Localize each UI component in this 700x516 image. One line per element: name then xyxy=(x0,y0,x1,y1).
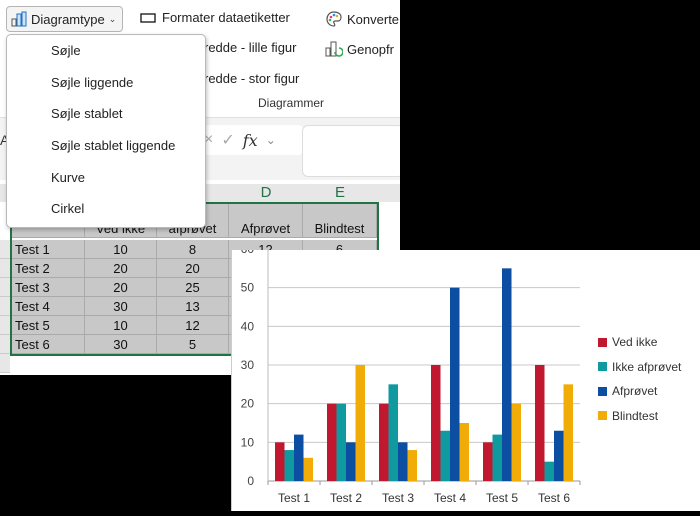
chevron-down-icon: ⌄ xyxy=(108,13,117,24)
row-number[interactable] xyxy=(0,259,10,278)
svg-text:50: 50 xyxy=(241,281,255,295)
chevron-down-icon[interactable]: ⌄ xyxy=(265,133,276,147)
table-cell[interactable]: 10 xyxy=(85,240,157,259)
svg-text:Test 3: Test 3 xyxy=(382,491,414,505)
legend-swatch-icon xyxy=(598,337,607,347)
table-cell[interactable]: Test 4 xyxy=(12,297,85,316)
menu-item-cirkel[interactable]: Cirkel xyxy=(51,201,85,217)
table-cell[interactable]: Test 5 xyxy=(12,316,85,335)
table-cell[interactable]: Test 2 xyxy=(12,259,85,278)
legend-item[interactable]: Ved ikke xyxy=(598,330,681,355)
format-labels-button[interactable]: Formater dataetiketter xyxy=(140,10,290,25)
table-cell[interactable]: 30 xyxy=(85,335,157,354)
table-cell[interactable]: 25 xyxy=(157,278,229,297)
legend-item[interactable]: Afprøvet xyxy=(598,379,681,404)
svg-text:40: 40 xyxy=(241,319,255,333)
menu-item-soejle-stablet-liggende[interactable]: Søjle stablet liggende xyxy=(51,138,176,154)
row-number[interactable] xyxy=(0,354,10,373)
svg-text:Test 4: Test 4 xyxy=(434,491,466,505)
palette-icon xyxy=(326,11,342,27)
menu-item-kurve[interactable]: Kurve xyxy=(51,169,85,185)
row-number[interactable] xyxy=(0,278,10,297)
table-cell[interactable]: Test 6 xyxy=(12,335,85,354)
svg-text:30: 30 xyxy=(241,358,255,372)
table-cell[interactable]: 20 xyxy=(85,278,157,297)
table-cell[interactable]: 20 xyxy=(85,259,157,278)
svg-text:Test 6: Test 6 xyxy=(538,491,570,505)
row-number[interactable] xyxy=(0,240,10,259)
legend-label: Ikke afprøvet xyxy=(612,359,682,374)
menu-item-soejle-liggende[interactable]: Søjle liggende xyxy=(51,74,134,90)
legend-label: Blindtest xyxy=(612,408,659,423)
row-number[interactable] xyxy=(0,335,10,354)
confirm-icon[interactable]: ✓ xyxy=(221,132,235,149)
formula-input[interactable] xyxy=(302,125,400,177)
refresh-button[interactable]: Genopfr xyxy=(325,40,394,58)
svg-text:60: 60 xyxy=(241,250,255,256)
menu-item-soejle[interactable]: Søjle xyxy=(51,43,81,58)
svg-text:10: 10 xyxy=(241,435,255,449)
table-cell[interactable]: 10 xyxy=(85,316,157,335)
svg-text:0: 0 xyxy=(247,474,254,488)
prepare-large-figure-button[interactable]: redde - stor figur xyxy=(204,71,300,86)
row-number[interactable] xyxy=(0,316,10,335)
chart-legend: Ved ikke Ikke afprøvet Afprøvet Blindtest xyxy=(598,330,681,428)
ribbon-group-label: Diagrammer xyxy=(258,96,325,110)
legend-label: Afprøvet xyxy=(612,384,658,399)
label-box-icon xyxy=(140,12,156,23)
table-cell[interactable]: 8 xyxy=(157,240,229,259)
table-cell[interactable]: Test 3 xyxy=(12,278,85,297)
table-header-cell[interactable]: Afprøvet xyxy=(229,202,303,238)
legend-swatch-icon xyxy=(598,386,607,396)
legend-swatch-icon xyxy=(598,411,607,421)
refresh-chart-icon xyxy=(325,41,343,57)
table-cell[interactable]: 12 xyxy=(157,316,229,335)
table-cell[interactable]: 20 xyxy=(157,259,229,278)
chart-plot: 0 10 20 30 40 50 60 Test 1 Test 2 Test 3 Test 4 Tes… xyxy=(241,242,581,505)
column-header-strip xyxy=(377,184,400,202)
cancel-icon[interactable]: × xyxy=(204,131,214,148)
svg-text:Test 2: Test 2 xyxy=(330,491,362,505)
column-header-e[interactable]: E xyxy=(303,184,378,202)
legend-item[interactable]: Blindtest xyxy=(598,404,681,429)
prepare-small-figure-button[interactable]: redde - lille figur xyxy=(204,40,297,55)
name-box[interactable]: A xyxy=(0,132,10,148)
legend-item[interactable]: Ikke afprøvet xyxy=(598,355,681,380)
chart-type-dropdown: Søjle Søjle liggende Søjle stablet Søjle… xyxy=(6,34,206,228)
table-header-cell[interactable]: Blindtest xyxy=(303,202,377,238)
chart-type-label: Diagramtype xyxy=(31,11,105,27)
column-header-d[interactable]: D xyxy=(229,184,304,202)
row-number[interactable] xyxy=(0,297,10,316)
menu-item-soejle-stablet[interactable]: Søjle stablet xyxy=(51,106,123,122)
svg-text:Test 1: Test 1 xyxy=(278,491,310,505)
table-cell[interactable]: Test 1 xyxy=(12,240,85,259)
legend-label: Ved ikke xyxy=(612,335,658,350)
convert-button[interactable]: Konverte xyxy=(325,10,399,28)
bar-chart-icon xyxy=(11,11,27,27)
formula-buttons: × ✓ fx ⌄ xyxy=(196,125,304,155)
insert-function-button[interactable]: fx xyxy=(242,130,258,150)
bar-chart[interactable]: 0 10 20 30 40 50 60 Test 1 Test 2 Test 3 Test 4 Tes… xyxy=(231,242,700,511)
chart-type-button[interactable]: Diagramtype ⌄ xyxy=(6,6,124,32)
table-cell[interactable]: 30 xyxy=(85,297,157,316)
table-cell[interactable]: 13 xyxy=(157,297,229,316)
svg-text:Test 5: Test 5 xyxy=(486,491,518,505)
legend-swatch-icon xyxy=(598,362,607,372)
svg-text:20: 20 xyxy=(241,397,255,411)
table-cell[interactable]: 5 xyxy=(157,335,229,354)
